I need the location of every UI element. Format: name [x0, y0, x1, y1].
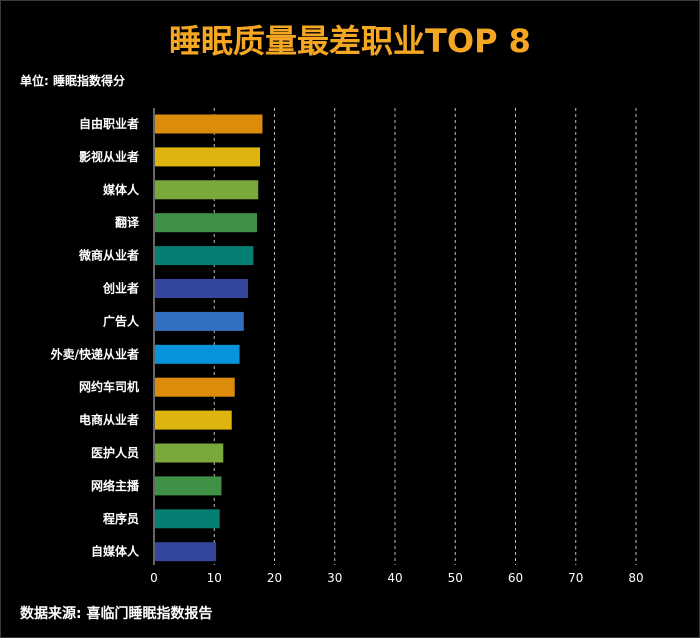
category-label-13: 自媒体人 — [91, 544, 140, 559]
category-label-4: 微商从业者 — [78, 248, 139, 263]
bar-4 — [155, 246, 254, 266]
bar-3 — [155, 213, 258, 233]
bar-10 — [155, 443, 224, 463]
x-tick-label-40: 40 — [387, 571, 402, 585]
bar-6 — [155, 311, 244, 331]
bar-7 — [155, 344, 240, 364]
bar-12 — [155, 509, 220, 529]
category-labels: 自由职业者影视从业者媒体人翻译微商从业者创业者广告人外卖/快递从业者网约车司机电… — [51, 116, 140, 559]
bar-1 — [155, 147, 261, 167]
bar-9 — [155, 410, 232, 430]
bar-5 — [155, 279, 248, 298]
x-tick-label-80: 80 — [628, 571, 643, 585]
x-tick-label-10: 10 — [207, 571, 222, 585]
x-tick-labels: 0 10 20 30 40 50 60 70 80 — [150, 571, 643, 585]
category-label-8: 网约车司机 — [79, 379, 139, 394]
category-label-3: 翻译 — [115, 215, 140, 230]
category-label-7: 外卖/快递从业者 — [51, 346, 139, 361]
category-label-10: 医护人员 — [91, 445, 139, 460]
category-label-9: 电商从业者 — [79, 412, 139, 427]
x-tick-label-30: 30 — [327, 571, 342, 585]
category-label-12: 程序员 — [103, 511, 139, 526]
bar-13 — [155, 542, 217, 562]
bar-11 — [155, 476, 222, 496]
bar-2 — [155, 180, 259, 200]
bars — [155, 114, 263, 562]
category-label-0: 自由职业者 — [79, 116, 139, 131]
chart-title: 睡眠质量最差职业TOP 8 — [169, 22, 531, 60]
x-tick-label-20: 20 — [267, 571, 282, 585]
category-label-11: 网络主播 — [91, 478, 140, 493]
x-tick-label-50: 50 — [448, 571, 463, 585]
category-label-2: 媒体人 — [103, 182, 140, 197]
bar-0 — [155, 114, 263, 134]
unit-label: 单位: 睡眠指数得分 — [20, 74, 125, 88]
x-tick-label-0: 0 — [150, 571, 158, 585]
category-label-6: 广告人 — [103, 313, 140, 328]
source-label: 数据来源: 喜临门睡眠指数报告 — [20, 606, 213, 622]
x-tick-label-60: 60 — [508, 571, 523, 585]
x-tick-label-70: 70 — [568, 571, 583, 585]
grid-lines — [213, 108, 637, 565]
category-label-1: 影视从业者 — [79, 149, 139, 164]
bar-8 — [155, 377, 235, 397]
category-label-5: 创业者 — [102, 281, 139, 296]
